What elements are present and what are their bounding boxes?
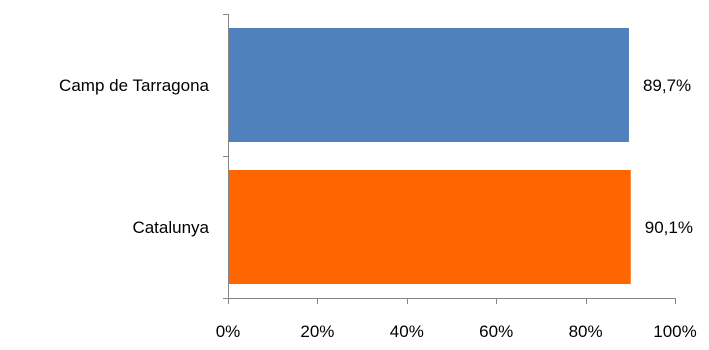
labels-layer: Camp de Tarragona 89,7% Catalunya 90,1% 0% 20… xyxy=(59,76,697,341)
bar-1 xyxy=(228,28,629,142)
x-tick-label-3: 60% xyxy=(479,322,513,341)
x-tick-label-5: 100% xyxy=(653,322,696,341)
x-tick-label-2: 40% xyxy=(390,322,424,341)
x-tick-label-0: 0% xyxy=(216,322,241,341)
value-label-2: 90,1% xyxy=(645,218,693,237)
value-label-1: 89,7% xyxy=(643,76,691,95)
x-tick-label-4: 80% xyxy=(569,322,603,341)
axes-layer xyxy=(223,14,676,304)
category-label-2: Catalunya xyxy=(132,218,209,237)
category-label-1: Camp de Tarragona xyxy=(59,76,209,95)
bars-layer xyxy=(228,28,631,284)
bar-2 xyxy=(228,170,631,284)
x-tick-label-1: 20% xyxy=(300,322,334,341)
